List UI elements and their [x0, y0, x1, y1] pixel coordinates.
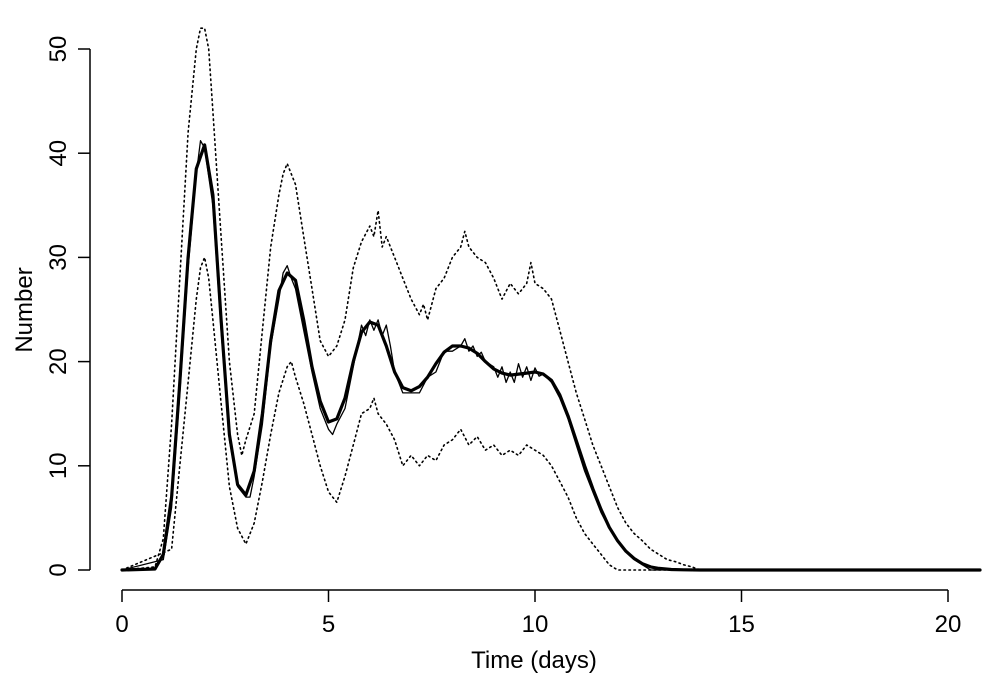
y-tick-label-30: 30: [45, 244, 72, 271]
x-tick-label-20: 20: [935, 611, 962, 638]
x-tick-label-10: 10: [522, 611, 549, 638]
y-axis: 0 10 20 30 40 50: [45, 36, 91, 577]
y-tick-label-50: 50: [45, 36, 72, 63]
y-tick-label-40: 40: [45, 140, 72, 167]
series-single-run: [121, 140, 981, 571]
x-tick-label-5: 5: [322, 611, 335, 638]
x-tick-label-0: 0: [115, 611, 128, 638]
y-tick-label-10: 10: [45, 452, 72, 479]
x-axis-label: Time (days): [471, 647, 597, 674]
series-upper-bound: [121, 27, 981, 571]
y-tick-label-0: 0: [45, 563, 72, 576]
series-layer: [120, 27, 982, 572]
series-lower-bound: [121, 256, 981, 571]
x-axis: 0 5 10 15 20: [115, 589, 962, 638]
series-mean: [120, 143, 982, 572]
y-axis-label: Number: [11, 267, 38, 352]
x-tick-label-15: 15: [728, 611, 755, 638]
y-tick-label-20: 20: [45, 348, 72, 375]
